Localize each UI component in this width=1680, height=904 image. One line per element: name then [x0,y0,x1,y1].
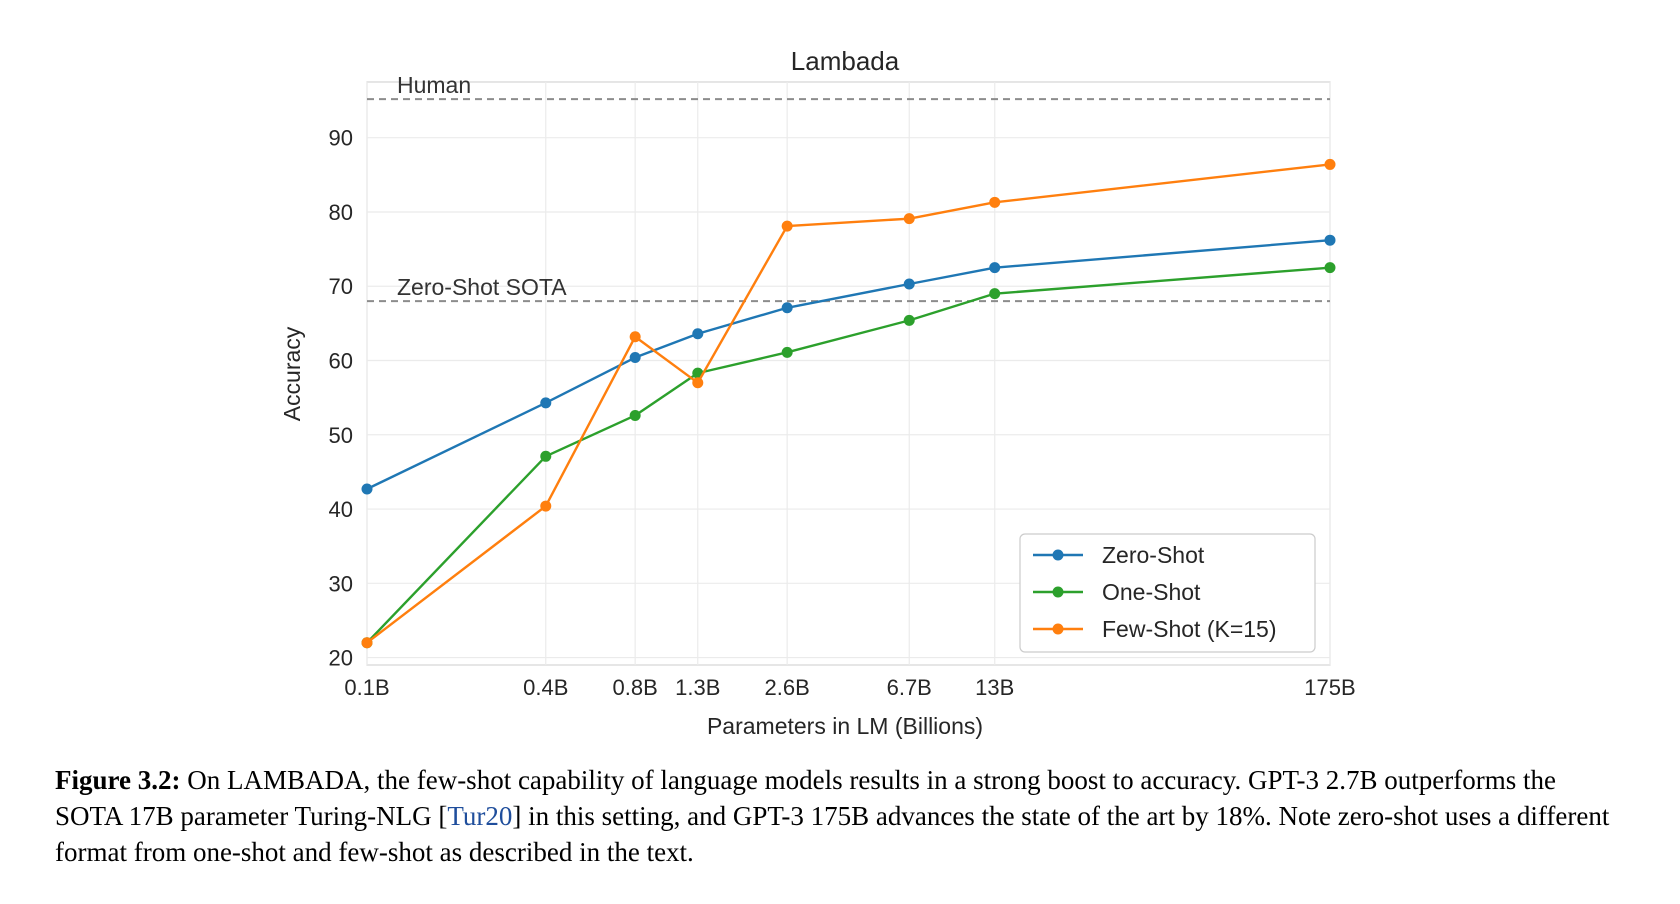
data-point-one-shot [989,288,1001,300]
legend-label: One-Shot [1102,579,1201,605]
y-axis-title: Accuracy [279,326,305,421]
y-tick-label: 20 [329,646,353,671]
data-point-zero-shot [540,397,552,409]
x-tick-label: 1.3B [675,675,720,700]
caption-text-before-link: On LAMBADA, the few-shot capability of l… [55,765,1556,831]
data-point-few-shot-k-15 [903,213,915,225]
y-tick-label: 40 [329,497,353,522]
y-tick-label: 90 [329,126,353,151]
data-point-few-shot-k-15 [1324,158,1336,170]
legend-label: Few-Shot (K=15) [1102,616,1277,642]
y-tick-label: 60 [329,349,353,374]
grid-lines [366,82,1331,665]
legend-marker [1052,549,1064,561]
data-point-zero-shot [692,328,704,340]
legend-box [1019,533,1316,653]
data-point-zero-shot [1324,234,1336,246]
x-tick-label: 6.7B [887,675,932,700]
legend-label: Zero-Shot [1102,542,1205,568]
x-tick-label: 13B [975,675,1014,700]
chart-title: Lambada [791,46,900,76]
x-tick-label: 0.4B [523,675,568,700]
legend-entries: Zero-Shot One-Shot Few-Shot (K=15) [1033,542,1277,642]
data-point-zero-shot [629,352,641,364]
caption-label: Figure 3.2: [55,765,181,795]
x-tick-label: 0.8B [613,675,658,700]
data-point-few-shot-k-15 [629,331,641,343]
caption-citation-link[interactable]: Tur20 [447,801,513,831]
y-tick-label: 80 [329,200,353,225]
data-point-zero-shot [781,302,793,314]
reference-line-label: Human [397,72,471,98]
data-point-zero-shot [989,262,1001,274]
x-tick-label: 175B [1304,675,1355,700]
data-point-few-shot-k-15 [361,637,373,649]
data-point-one-shot [540,450,552,462]
reference-lines: Human Zero-Shot SOTA [367,72,1330,303]
legend-marker [1052,586,1064,598]
data-point-one-shot [903,314,915,326]
data-point-one-shot [781,346,793,358]
data-point-zero-shot [903,278,915,290]
reference-line-label: Zero-Shot SOTA [397,274,567,300]
x-axis-title: Parameters in LM (Billions) [707,713,983,739]
series-line-zero-shot [366,238,1331,491]
data-point-one-shot [1324,262,1336,274]
series-line-one-shot [366,266,1331,644]
data-point-few-shot-k-15 [989,196,1001,208]
figure-caption: Figure 3.2: On LAMBADA, the few-shot cap… [55,762,1615,870]
data-point-few-shot-k-15 [692,377,704,389]
x-axis-ticks: 0.1B 0.4B 0.8B 1.3B 2.6B 6.7B 13B 175B [344,675,1355,700]
legend-marker [1052,623,1064,635]
legend: Zero-Shot One-Shot Few-Shot (K=15) [1019,533,1316,653]
data-point-one-shot [629,409,641,421]
y-axis-ticks: 20 30 40 50 60 70 80 90 [329,126,353,671]
x-tick-label: 0.1B [344,675,389,700]
caption-text-after-link: ] in this setting, and GPT-3 175B advanc… [55,801,1610,867]
data-point-few-shot-k-15 [540,500,552,512]
series-lines [361,158,1336,649]
y-tick-label: 70 [329,274,353,299]
series-line-few-shot-k-15 [366,163,1331,644]
x-tick-label: 2.6B [765,675,810,700]
data-point-few-shot-k-15 [781,220,793,232]
y-tick-label: 50 [329,423,353,448]
data-point-zero-shot [361,483,373,495]
y-tick-label: 30 [329,571,353,596]
